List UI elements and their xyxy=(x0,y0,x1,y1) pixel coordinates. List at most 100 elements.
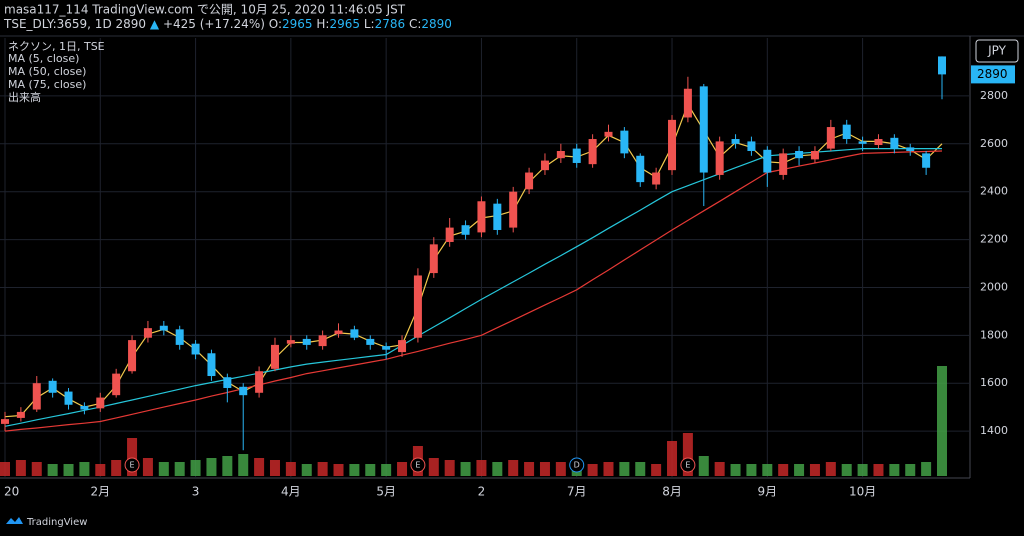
volume-bar xyxy=(905,464,916,476)
volume-bar xyxy=(508,460,519,476)
c-label: C: xyxy=(409,17,421,31)
candle-body xyxy=(16,411,25,418)
volume-bar xyxy=(158,462,169,476)
candle-body xyxy=(175,329,184,345)
volume-bar xyxy=(460,462,471,476)
candle-body xyxy=(429,244,438,274)
l-label: L: xyxy=(364,17,375,31)
candle-body xyxy=(334,330,343,335)
volume-bar xyxy=(730,464,741,476)
candle-body xyxy=(683,88,692,118)
candle-body xyxy=(445,227,454,242)
candle-body xyxy=(795,150,804,159)
l-value: 2786 xyxy=(375,17,406,31)
volume-bar xyxy=(127,438,138,476)
volume-bar xyxy=(746,464,757,476)
y-tick-label: 2200 xyxy=(980,233,1008,246)
volume-bar xyxy=(603,462,614,476)
volume-bar xyxy=(492,462,503,476)
candle-body xyxy=(32,383,41,410)
x-tick-label: 8月 xyxy=(662,485,682,499)
volume-bar xyxy=(190,460,201,476)
symbol: TSE_DLY:3659, 1D xyxy=(3,17,112,31)
candle-body xyxy=(270,344,279,369)
candle-body xyxy=(715,141,724,175)
volume-bar xyxy=(79,462,90,476)
candle-body xyxy=(668,119,677,171)
candle-body xyxy=(318,335,327,347)
currency-box[interactable] xyxy=(975,39,1019,63)
volume-bar xyxy=(142,458,153,476)
volume-bar xyxy=(381,464,392,476)
price-tag xyxy=(971,65,1015,84)
volume-bar xyxy=(397,462,408,476)
candle-body xyxy=(191,343,200,355)
candle-body xyxy=(350,329,359,338)
change: +425 (+17.24%) xyxy=(163,17,265,31)
legend-title: ネクソン, 1日, TSE xyxy=(8,40,105,53)
volume-bar xyxy=(47,464,58,476)
volume-bar xyxy=(825,462,836,476)
volume-bar xyxy=(444,460,455,476)
volume-bar xyxy=(174,462,185,476)
x-tick-label: 7月 xyxy=(567,485,587,499)
volume-bar xyxy=(238,454,249,476)
volume-bar xyxy=(428,458,439,476)
h-label: H: xyxy=(316,17,329,31)
volume-bar xyxy=(555,462,566,476)
volume-bar xyxy=(254,458,265,476)
candle-body xyxy=(588,139,597,165)
c-value: 2890 xyxy=(421,17,452,31)
candle-body xyxy=(493,203,502,230)
volume-bar xyxy=(762,464,773,476)
volume-bar xyxy=(619,462,630,476)
volume-bar xyxy=(937,366,947,476)
legend-entry: MA (75, close) xyxy=(8,78,86,91)
legend-volume: 出来高 xyxy=(8,90,41,104)
o-value: 2965 xyxy=(282,17,313,31)
o-label: O: xyxy=(269,17,282,31)
volume-bar xyxy=(539,462,550,476)
candle-body xyxy=(112,373,121,396)
candle-body xyxy=(747,141,756,151)
volume-bar xyxy=(841,464,852,476)
event-marker xyxy=(680,457,696,473)
volume-bar xyxy=(31,462,42,476)
candle-body xyxy=(159,325,168,331)
volume-bar xyxy=(269,460,280,476)
event-marker xyxy=(569,457,585,473)
event-marker xyxy=(124,457,140,473)
volume-bar xyxy=(714,462,725,476)
candle-body xyxy=(398,340,407,353)
candle-body xyxy=(636,155,645,183)
volume-bar xyxy=(63,464,74,476)
volume-bar xyxy=(365,464,376,476)
candle-body xyxy=(382,346,391,350)
arrow: ▲ xyxy=(150,17,160,31)
candle-body xyxy=(858,141,867,144)
candle-body xyxy=(477,201,486,233)
candle-body xyxy=(556,150,565,159)
candle-body xyxy=(906,147,915,151)
volume-bar xyxy=(635,462,646,476)
event-marker xyxy=(410,457,426,473)
candle-body xyxy=(938,56,946,75)
y-tick-label: 2400 xyxy=(980,185,1008,198)
y-tick-label: 1400 xyxy=(980,424,1008,437)
volume-bar xyxy=(921,462,932,476)
candle-body xyxy=(652,172,661,185)
x-tick-label: 2月 xyxy=(90,485,110,499)
volume-bar xyxy=(873,464,884,476)
volume-bar xyxy=(95,464,106,476)
candle-body xyxy=(461,225,470,235)
y-tick-label: 1800 xyxy=(980,328,1008,341)
volume-bar xyxy=(698,456,709,476)
volume-bar xyxy=(682,433,693,476)
candle-body xyxy=(96,397,105,409)
candle-body xyxy=(763,149,772,173)
candle-body xyxy=(207,353,216,377)
volume-bar xyxy=(889,464,900,476)
candle-body xyxy=(302,338,311,345)
